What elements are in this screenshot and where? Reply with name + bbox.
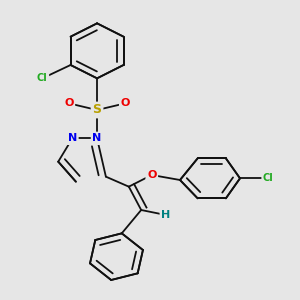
Text: H: H	[161, 210, 170, 220]
Text: Cl: Cl	[263, 173, 274, 183]
Text: O: O	[64, 98, 74, 108]
Text: Cl: Cl	[37, 73, 48, 83]
Text: S: S	[93, 103, 102, 116]
Text: N: N	[92, 133, 102, 143]
Text: O: O	[121, 98, 130, 108]
Text: O: O	[147, 170, 157, 180]
Text: N: N	[68, 133, 77, 143]
